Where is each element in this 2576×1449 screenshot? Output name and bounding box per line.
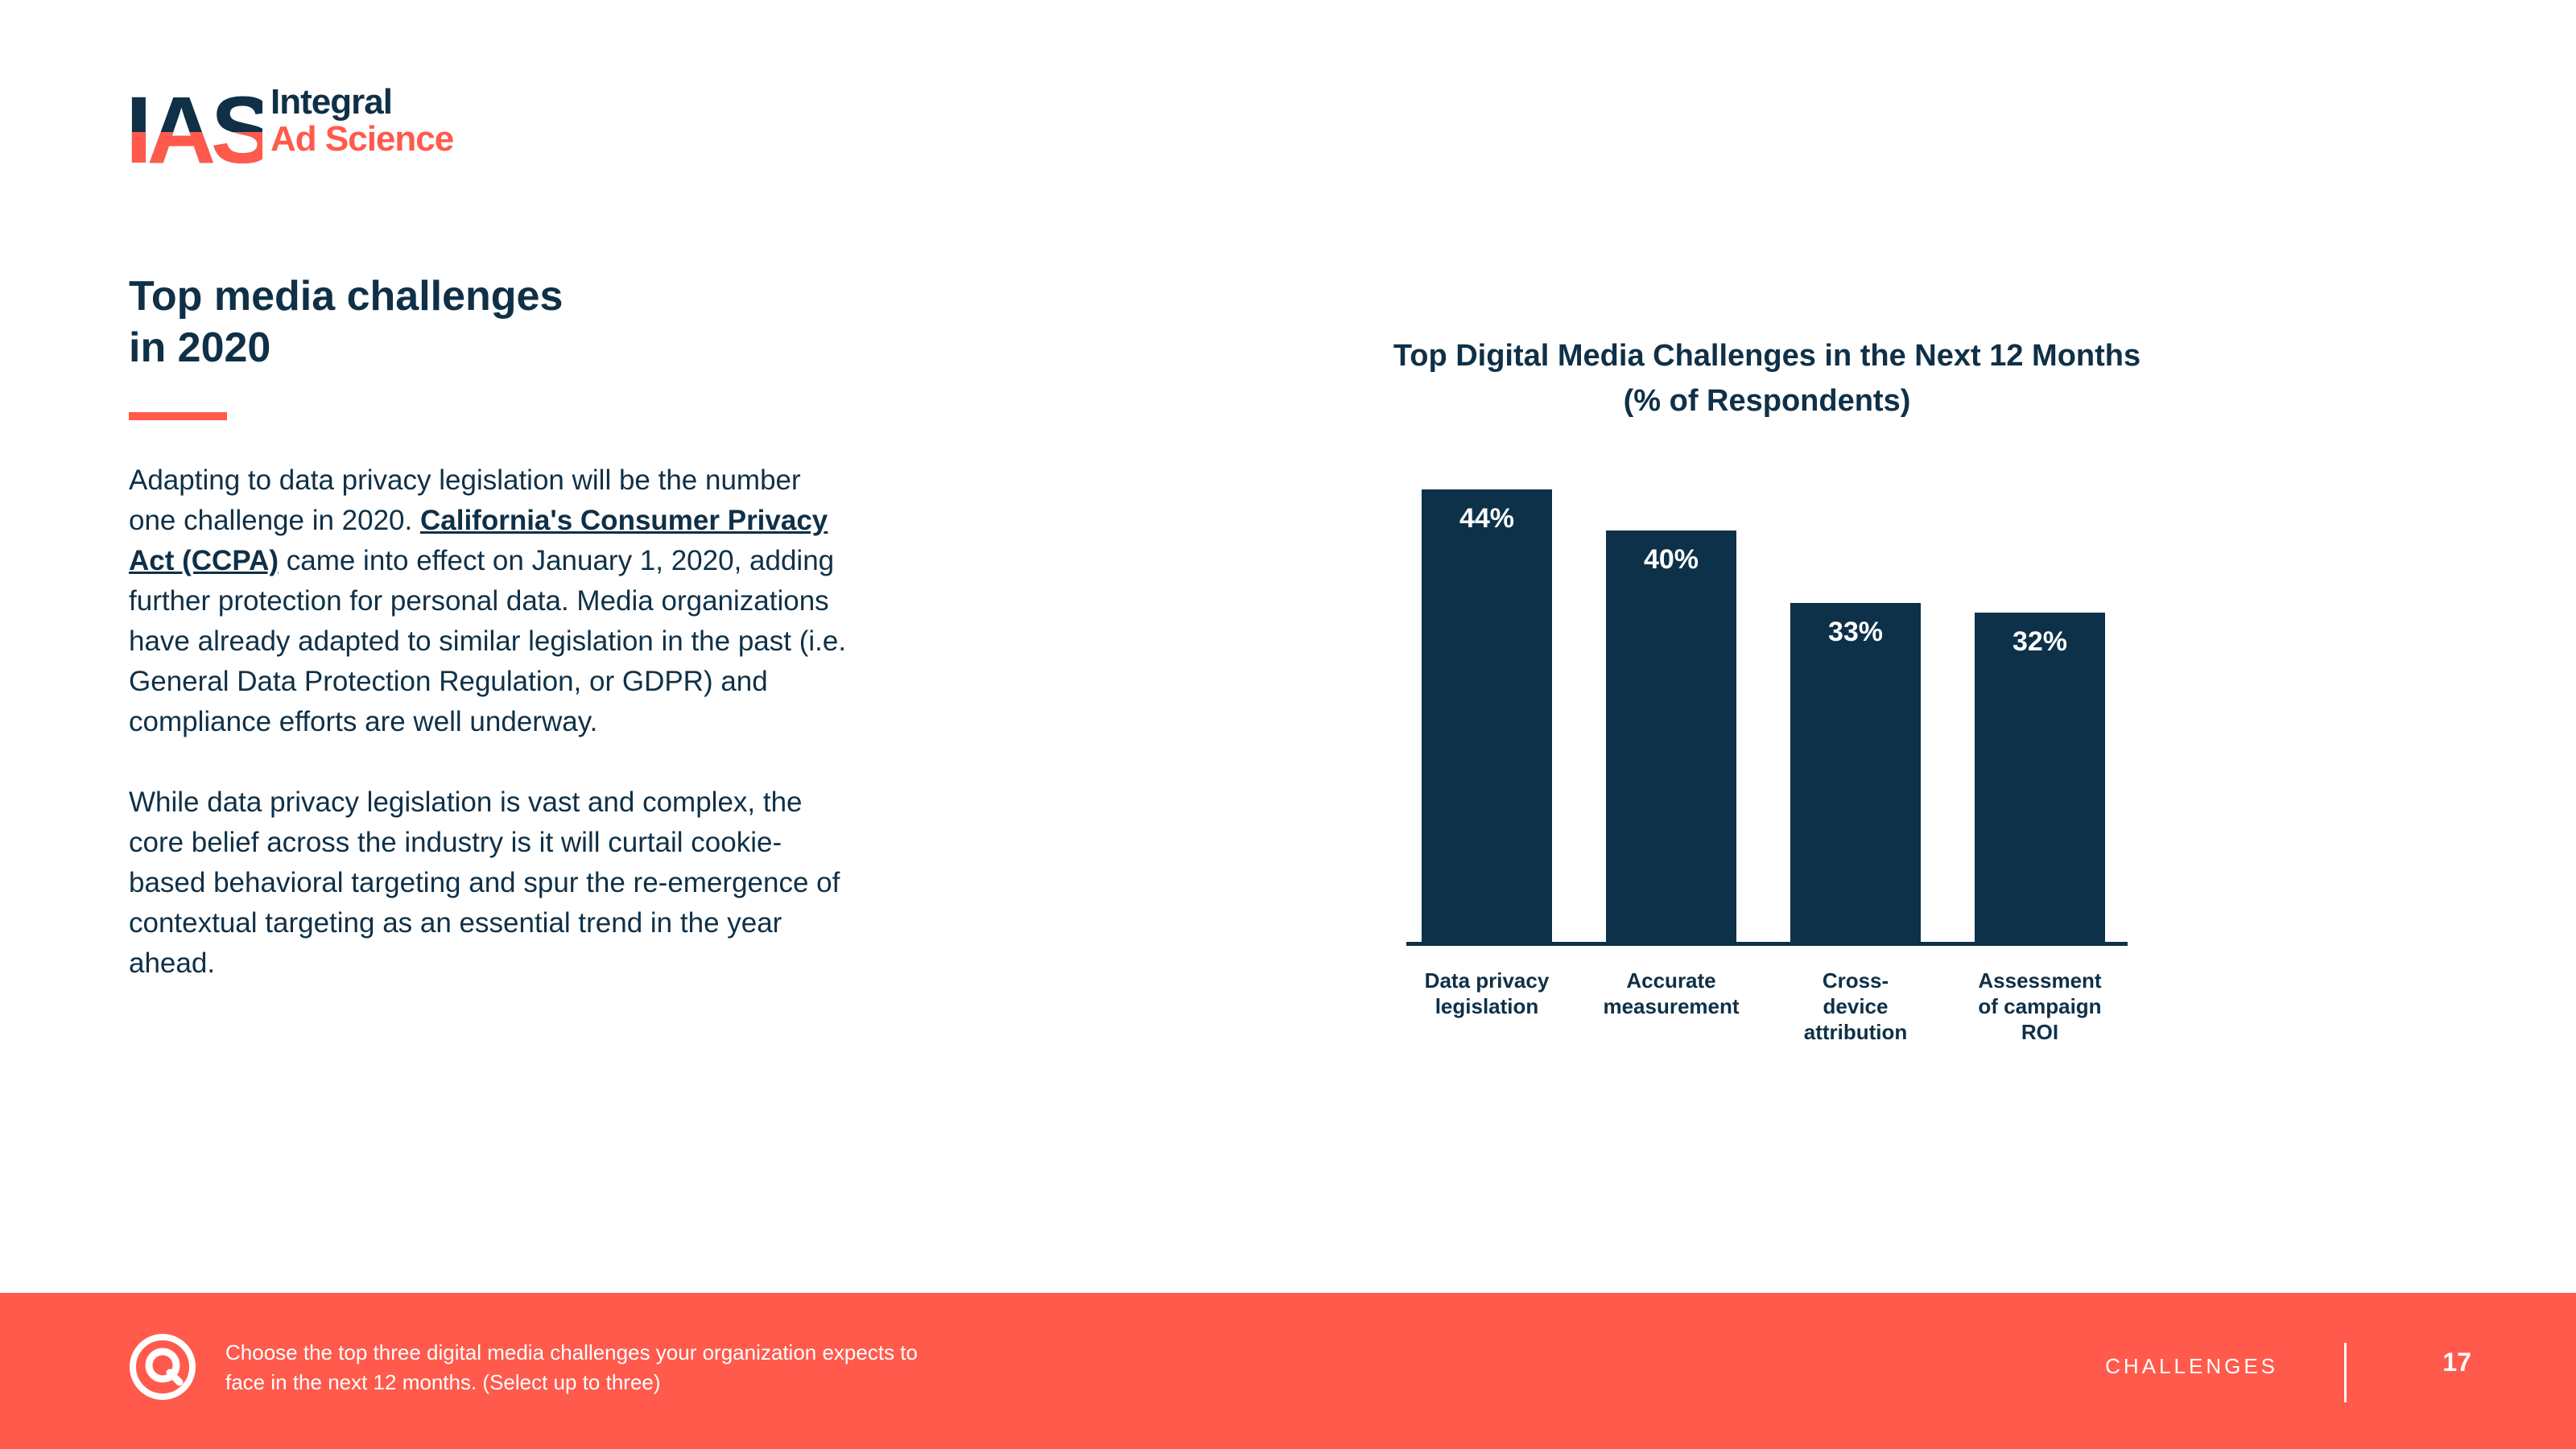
ias-logo: IAS IAS Integral Ad Science — [129, 82, 475, 167]
footer-bar: Choose the top three digital media chall… — [0, 1293, 2576, 1449]
paragraph-ccpa: Adapting to data privacy legislation wil… — [129, 460, 853, 742]
paragraph1-end: came into effect on January 1, 2020, add… — [129, 545, 847, 737]
bar-1 — [1422, 489, 1552, 942]
chart-title-line1: Top Digital Media Challenges in the Next… — [1393, 339, 2141, 373]
bar-value-label-3: 33% — [1827, 616, 1884, 647]
chart-title-line2: (% of Respondents) — [1623, 384, 1911, 418]
title-accent-divider — [129, 412, 227, 420]
bar-value-label-1: 44% — [1459, 503, 1515, 534]
category-label-4: Assessment of campaign ROI — [1978, 968, 2102, 1044]
chart-title: Top Digital Media Challenges in the Next… — [1320, 333, 2214, 423]
body-copy: Adapting to data privacy legislation wil… — [129, 460, 853, 1024]
svg-text:IAS: IAS — [129, 90, 262, 166]
category-label-1: Data privacy legislation — [1424, 968, 1550, 1018]
section-label: CHALLENGES — [2105, 1354, 2278, 1378]
paragraph1-start: Adapting to data privacy legislation wil… — [129, 464, 801, 536]
page-title: Top media challenges in 2020 — [129, 270, 692, 374]
bar-value-label-2: 40% — [1643, 544, 1699, 576]
category-label-2: Accurate measurement — [1603, 968, 1740, 1018]
footer-divider — [2344, 1343, 2347, 1402]
page-title-line1: Top media challenges — [129, 273, 564, 320]
question-icon — [130, 1334, 196, 1400]
brand-name-line2: Ad Science — [270, 119, 454, 159]
ccpa-link[interactable]: California's Consumer Privacy Act (CCPA) — [129, 505, 828, 576]
survey-question: Choose the top three digital media chall… — [225, 1340, 918, 1394]
bar-value-label-4: 32% — [2012, 626, 2068, 658]
bar-chart: 44% Data privacy legislation 40% Accurate mea… — [1401, 475, 2128, 1063]
bar-4 — [1975, 613, 2105, 942]
bar-2 — [1606, 530, 1736, 942]
category-label-3: Cross-device attribution — [1803, 968, 1908, 1044]
ias-logo-mark: IAS IAS — [129, 90, 262, 166]
svg-text:IAS: IAS — [129, 90, 262, 166]
ias-wordmark: Integral Ad Science — [270, 82, 454, 159]
paragraph-contextual: While data privacy legislation is vast a… — [129, 786, 840, 979]
page-number: 17 — [2442, 1348, 2471, 1377]
brand-name-line1: Integral — [270, 82, 393, 122]
x-axis-line — [1406, 942, 2128, 946]
bar-3 — [1790, 602, 1921, 942]
page-title-line2: in 2020 — [129, 324, 271, 371]
